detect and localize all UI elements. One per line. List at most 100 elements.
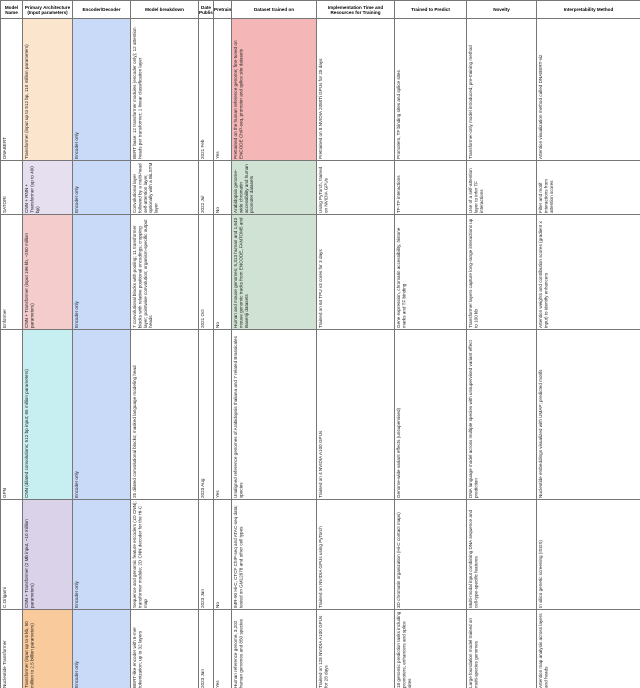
table-cell: IMR-90 Hi-C, CTCF ChIP-seq and ATAC-seq … [231,499,317,610]
table-cell: CNN + RNN + Transformer (up to 400 bp) [22,160,73,215]
table-cell: Genome-wide variant effects (unsupervise… [394,329,467,500]
table-cell: Sequence and genomic feature encoders (1… [130,499,199,610]
cell-text: Unaligned reference genomes of Arabidops… [233,336,244,498]
cell-text: Encoder only [74,581,79,608]
cell-text: GPN [2,488,7,498]
column-header: Model Name [0,0,23,19]
column-header: Encoder/Decoder [72,0,131,19]
cell-text: CNN + RNN + Transformer (up to 400 bp) [24,166,40,213]
cell-text: Encoder only [74,186,79,213]
table-cell: TF-TF interactions [394,160,467,215]
table-cell: Gene expression, chromatin accessibility… [394,214,467,330]
cell-text: IMR-90 Hi-C, CTCF ChIP-seq and ATAC-seq … [233,505,244,608]
cell-text: Attention visualization method called DN… [538,54,543,159]
table-cell: Transformer (input up to 512 bp, 110 mil… [22,18,73,161]
cell-text: DNABERT [2,137,7,159]
table-cell: 2022 Jul [198,160,214,215]
table-cell: No [213,160,232,215]
cell-text: Trained on 4 NVIDIA A100 GPUs [318,430,323,498]
cell-text: C.Origami [2,587,7,608]
table-row: C.Origami CNN + Transformer (2 Mb input, … [0,499,640,610]
cell-text: Encoder only [74,471,79,498]
table-cell: Trained on 64 TPU v3 cores for 3 days [316,214,395,330]
table-cell: Trained on NVIDIA GPUs using PyTorch [316,499,395,610]
cell-text: Transformer-only model introduced; pre-t… [468,45,473,159]
cell-text: Genome-wide variant effects (unsupervise… [396,407,401,498]
column-header: Interpretability Method [536,0,640,19]
cell-text: Yes [215,151,220,160]
table-cell: Transformer-only model introduced; pre-t… [466,18,537,161]
cell-text: 18 genomic prediction tasks including pr… [396,611,412,688]
cell-text: Filter and motif interactions from atten… [538,179,554,213]
cell-text: 3D chromatin organization (Hi-C contact … [396,512,401,608]
table-cell: Using PyTorch, trained on NVIDIA GPUs [316,160,395,215]
table-cell: Transformer layers capture long-range in… [466,214,537,330]
cell-text: 2023 Jan [200,589,205,608]
cell-text: Transformer (input up to 6 kb, 50 millio… [24,621,35,688]
table-cell: DNA language model across multiple speci… [466,329,537,500]
cell-text: No [215,322,220,328]
cell-text: Using PyTorch, trained on NVIDIA GPUs [318,166,329,213]
table-cell: CNN (dilated convolutions; 512 bp input;… [22,329,73,500]
cell-text: SATORI [2,196,7,213]
cell-text: TF-TF interactions [396,175,401,213]
table-cell: Attention weights and contribution score… [536,214,640,330]
cell-text: Use of a self-attention layer to infer T… [468,168,484,213]
table-cell: Trained on 4 NVIDIA A100 GPUs [316,329,395,500]
table-cell: Yes [213,329,232,500]
cell-text: Trained on NVIDIA GPUs using PyTorch [318,526,323,608]
table-cell: Attention map analysis across layers and… [536,609,640,688]
table-row: DNABERT Transformer (input up to 512 bp, … [0,18,640,161]
cell-text: Pretrained on 8 NVIDIA 2080Ti GPUs for 2… [318,58,323,159]
column-header: Date Published [198,0,214,19]
table-row: SATORI CNN + RNN + Transformer (up to 400… [0,160,640,215]
table-cell: No [213,214,232,330]
table-cell: Attention visualization method called DN… [536,18,640,161]
cell-text: Promoters, TF binding sites and splice s… [396,70,401,159]
cell-text: Yes [215,680,220,688]
cell-text: Multi-modal input combining DNA sequence… [468,509,479,608]
cell-text: Yes [215,490,220,499]
cell-text: No [215,207,220,213]
table-cell: Unaligned reference genomes of Arabidops… [231,329,317,500]
cell-text: 2023 Jan [200,669,205,688]
table-cell: Encoder only [72,329,131,500]
table-cell: Pretrained on 8 NVIDIA 2080Ti GPUs for 2… [316,18,395,161]
cell-text: 2021 Feb [200,139,205,159]
cell-text: In silico genetic screening (ISGS) [538,540,543,608]
cell-text: Attention weights and contribution score… [538,221,549,328]
table-cell: Trained on 128 NVIDIA A100 GPUs for 28 d… [316,609,395,688]
table-cell: Convolutional layer followed by a multi-… [130,160,199,215]
cell-text: Large foundation model trained on multi-… [468,618,479,688]
table-cell: Filter and motif interactions from atten… [536,160,640,215]
column-header: Pretraining? [213,0,232,19]
table-body: DNABERT Transformer (input up to 512 bp, … [0,18,640,688]
table-cell: C.Origami [0,499,23,610]
cell-text: Trained on 128 NVIDIA A100 GPUs for 28 d… [318,615,329,688]
cell-text: BERT base: 12 transformer modules (encod… [132,27,143,159]
table-cell: In silico genetic screening (ISGS) [536,499,640,610]
cell-text: 2022 Jul [200,195,205,213]
table-cell: Arabidopsis genome-wide chromatin access… [231,160,317,215]
cell-text: Enformer [2,309,7,328]
cell-text: CNN (dilated convolutions; 512 bp input;… [24,369,29,498]
table-cell: Nucleotide Transformer [0,609,23,688]
cell-text: Encoder only [74,301,79,328]
cell-text: Encoder only [74,132,79,159]
table-cell: No [213,499,232,610]
table-cell: 18 genomic prediction tasks including pr… [394,609,467,688]
table-cell: BERT base: 12 transformer modules (encod… [130,18,199,161]
table-cell: SATORI [0,160,23,215]
table-cell: 25 dilated convolutional blocks; masked … [130,329,199,500]
table-cell: 2023 Jan [198,609,214,688]
cell-text: No [215,602,220,608]
cell-text: DNA language model across multiple speci… [468,340,479,498]
cell-text: Encoder only [74,661,79,688]
table-cell: CNN + Transformer (2 Mb input, ~10 milli… [22,499,73,610]
cell-text: 7 convolutional blocks with pooling; 11 … [132,219,154,328]
column-header: Model breakdown [130,0,199,19]
table-cell: CNN + Transformer (input 196 kb, ~250 mi… [22,214,73,330]
column-header: Novelty [466,0,537,19]
table-row: GPN CNN (dilated convolutions; 512 bp inp… [0,329,640,500]
